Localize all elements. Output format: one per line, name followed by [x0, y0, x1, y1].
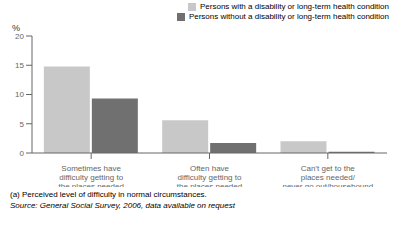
svg-text:20: 20	[15, 32, 24, 41]
svg-text:15: 15	[15, 61, 24, 70]
html-text:(a) Perceived level of difficu: (a) Perceived level of difficulty in nor…	[10, 190, 207, 199]
svg-text:Often havedifficulty getting t: Often havedifficulty getting tothe place…	[177, 164, 242, 187]
html-text:Source: General Social Survey,: Source: General Social Survey, 2006, dat…	[10, 201, 235, 210]
svg-text:5: 5	[20, 120, 25, 129]
html-text:Persons with a disability or l: Persons with a disability or long-term h…	[200, 2, 389, 11]
svg-text:Sometimes havedifficulty getti: Sometimes havedifficulty getting tothe p…	[58, 164, 123, 187]
html-text:Persons without a disability o: Persons without a disability or long-ter…	[188, 12, 389, 21]
svg-text:10: 10	[15, 90, 24, 99]
svg-text:%: %	[12, 23, 20, 33]
svg-text:Can't get to theplaces needed/: Can't get to theplaces needed/never go o…	[282, 164, 373, 187]
svg-text:0: 0	[20, 149, 25, 158]
